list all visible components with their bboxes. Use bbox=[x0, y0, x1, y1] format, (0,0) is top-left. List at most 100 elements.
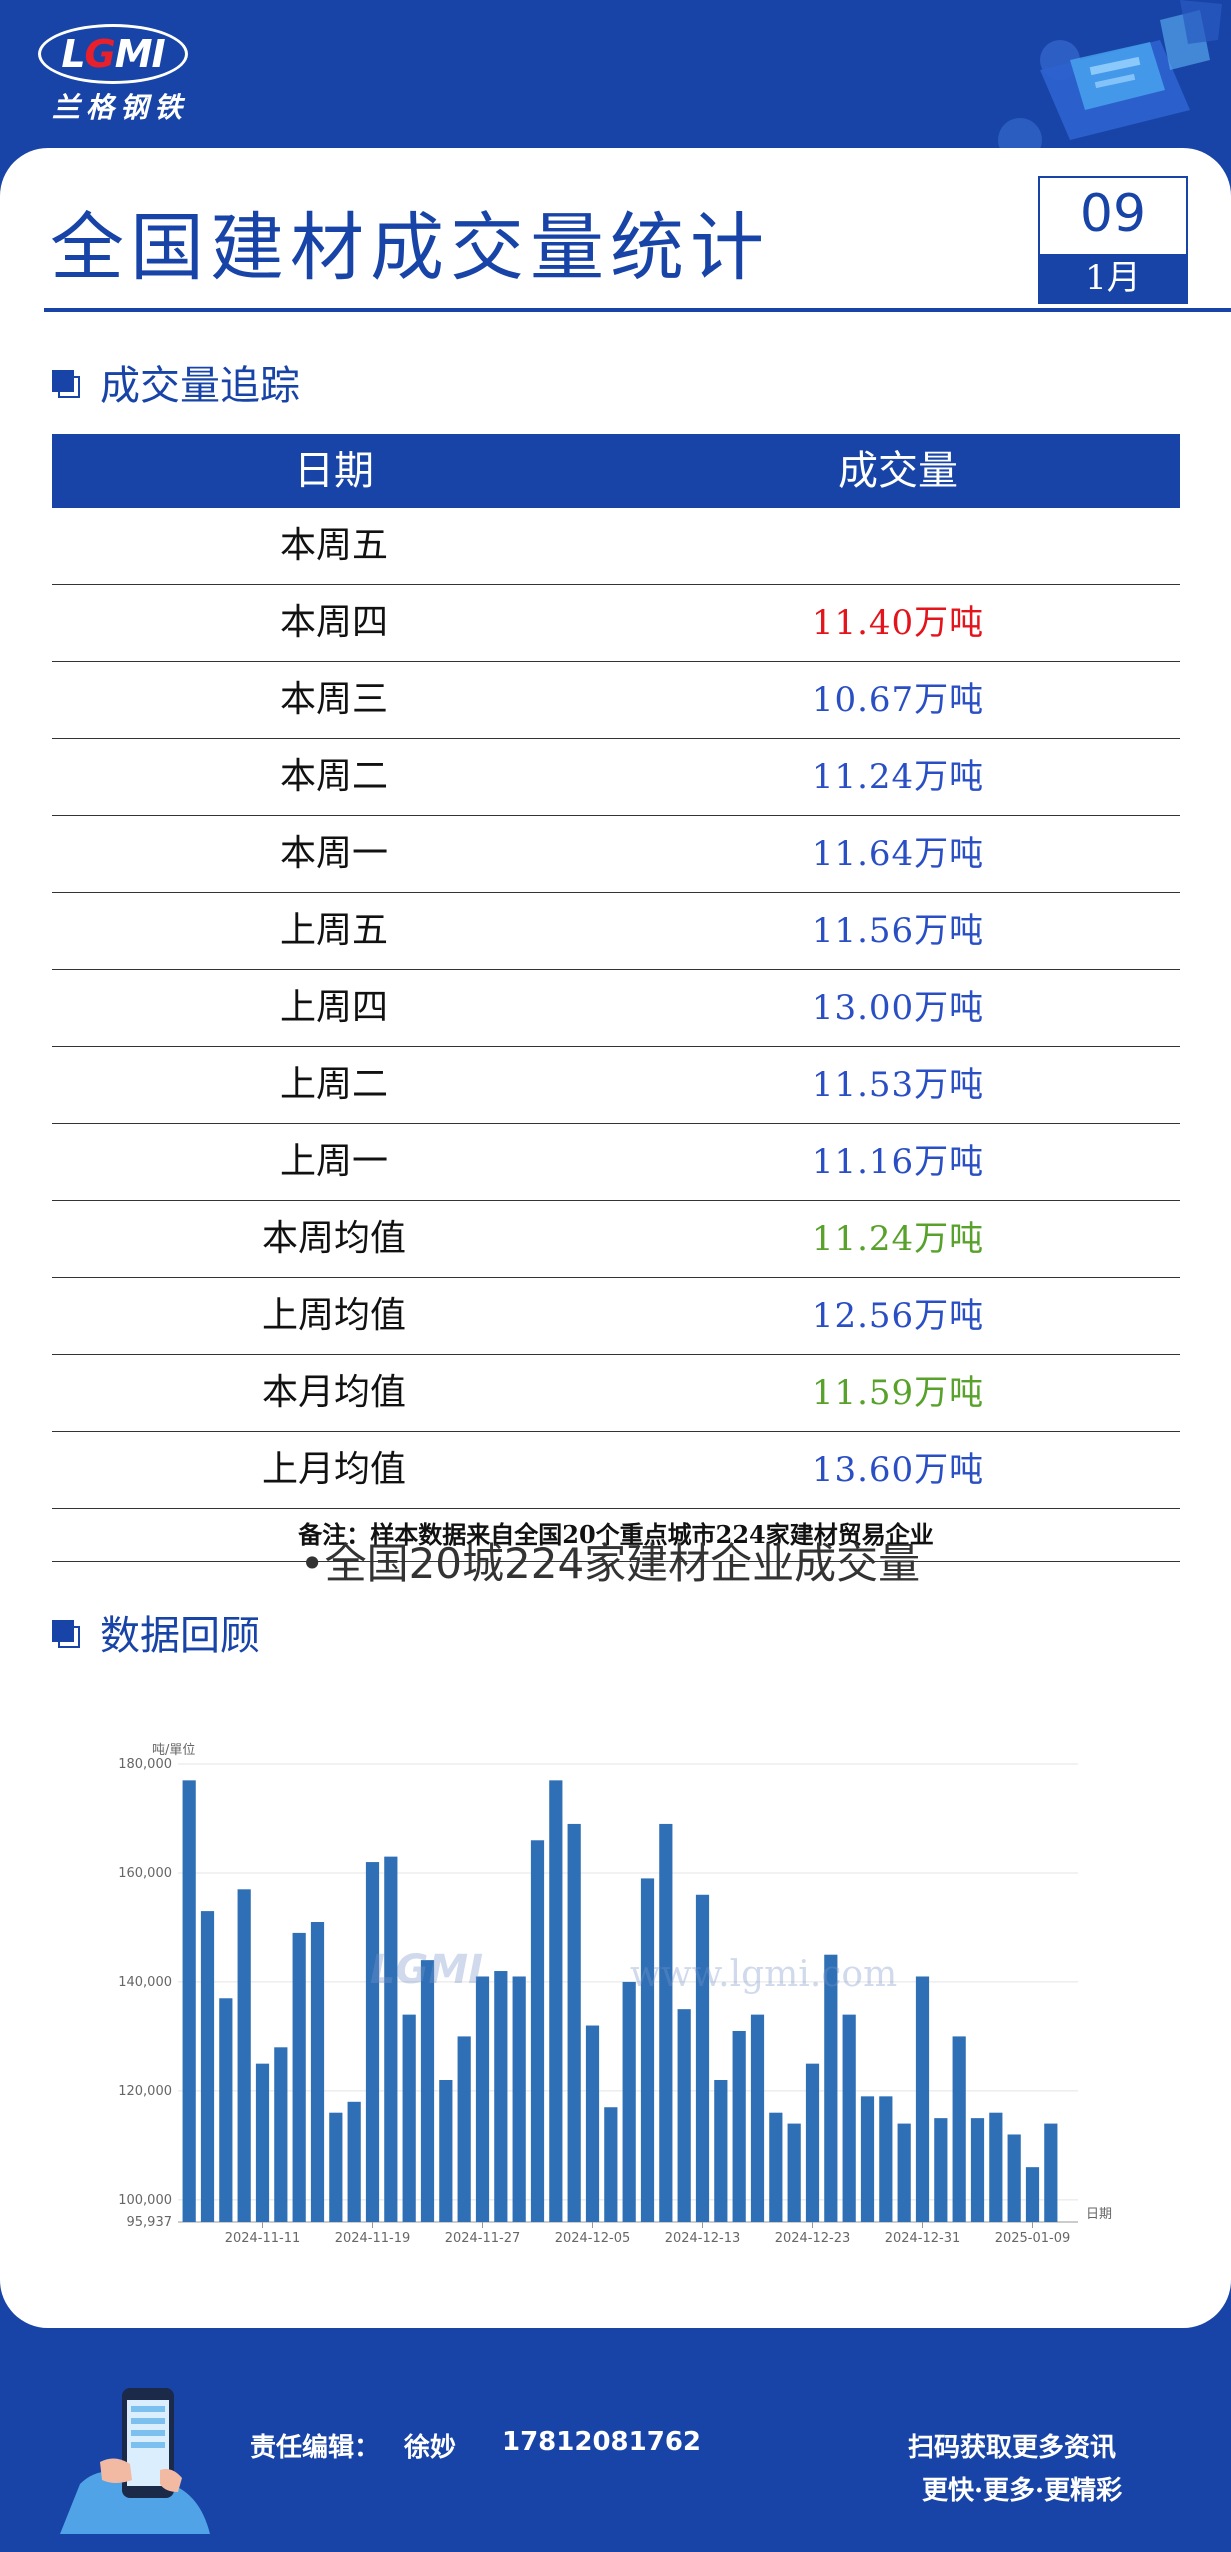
chart-bar bbox=[879, 2096, 893, 2222]
x-tick-label: 2024-12-23 bbox=[775, 2231, 851, 2246]
table-row: 上月均值 13.60万吨 bbox=[52, 1432, 1180, 1509]
chart-bar bbox=[200, 1911, 215, 2222]
editor-phone: 17812081762 bbox=[502, 2427, 701, 2457]
row-volume-value: 12.56万吨 bbox=[811, 1296, 985, 1336]
editor-label: 责任编辑： bbox=[250, 2433, 381, 2463]
chart-bar bbox=[530, 1840, 545, 2222]
chart-bar bbox=[549, 1780, 563, 2222]
qr-slogan: 更快·更多·更精彩 bbox=[922, 2476, 1123, 2506]
column-header-date: 日期 bbox=[294, 448, 374, 494]
row-volume-value: 11.16万吨 bbox=[811, 1142, 985, 1182]
volume-table: 日期 成交量 本周五 本周四 11.40万吨 本周三 10.67万吨 本周二 11.24万吨… bbox=[52, 434, 1180, 1562]
watermark-logo: LGMI bbox=[370, 1947, 484, 1993]
row-volume-value: 11.53万吨 bbox=[811, 1065, 985, 1105]
tech-decoration-illustration bbox=[998, 0, 1222, 162]
date-badge: 09 1月 bbox=[1038, 176, 1188, 304]
chart-bar bbox=[1007, 2134, 1021, 2222]
chart-bar bbox=[347, 2101, 361, 2222]
row-volume-value: 11.24万吨 bbox=[811, 757, 985, 797]
x-tick-label: 2024-11-11 bbox=[225, 2231, 301, 2246]
row-date-label: 上周均值 bbox=[261, 1295, 406, 1336]
logo-chinese-name: 兰格钢铁 bbox=[51, 91, 188, 124]
table-note: 备注：样本数据来自全国20个重点城市224家建材贸易企业 bbox=[52, 1509, 1180, 1562]
chart-bar bbox=[750, 2014, 765, 2222]
chart-bar bbox=[439, 2080, 453, 2222]
chart-bar bbox=[402, 2014, 416, 2222]
row-date-label: 本周五 bbox=[279, 525, 388, 566]
chart-bar bbox=[512, 1976, 526, 2222]
chart-bar bbox=[897, 2123, 911, 2222]
chart-bar bbox=[842, 2014, 856, 2222]
row-date-label: 上周四 bbox=[279, 987, 388, 1028]
chart-bar bbox=[677, 2009, 691, 2222]
watermark-url: www.lgmi.com bbox=[630, 1954, 898, 1995]
footer: 责任编辑： 徐妙 17812081762 扫码获取更多资讯 更快·更多·更精彩 bbox=[0, 2328, 1231, 2552]
table-row: 本周一 11.64万吨 bbox=[52, 816, 1180, 893]
table-row: 本周二 11.24万吨 bbox=[52, 739, 1180, 816]
chart-bar bbox=[237, 1889, 251, 2222]
chart-bar bbox=[989, 2112, 1003, 2222]
chart-bar bbox=[952, 2036, 966, 2222]
chart-bar bbox=[695, 1894, 710, 2222]
row-date-label: 本周三 bbox=[279, 679, 388, 720]
row-date-label: 上周二 bbox=[279, 1064, 388, 1105]
section-label: 成交量追踪 bbox=[100, 363, 300, 409]
logo-wordmark: LGMI bbox=[61, 32, 165, 76]
chart-bar bbox=[219, 1998, 233, 2222]
table-row: 上周一 11.16万吨 bbox=[52, 1124, 1180, 1201]
row-volume-value: 13.00万吨 bbox=[811, 988, 985, 1028]
table-row: 上周均值 12.56万吨 bbox=[52, 1278, 1180, 1355]
x-tick-label: 2024-12-05 bbox=[555, 2231, 631, 2246]
row-date-label: 本月均值 bbox=[261, 1372, 406, 1413]
y-tick-label: 140,000 bbox=[118, 1975, 172, 1990]
chart-bar bbox=[182, 1780, 196, 2222]
chart-bar bbox=[585, 2025, 600, 2222]
volume-bar-chart: 180,000 160,000 140,000 120,000 100,000 95,93… bbox=[100, 1530, 1120, 2250]
chart-bar bbox=[475, 1976, 490, 2222]
row-date-label: 上月均值 bbox=[261, 1449, 406, 1490]
table-row: 本周均值 11.24万吨 bbox=[52, 1201, 1180, 1278]
lgmi-logo: LGMI 兰格钢铁 bbox=[38, 24, 190, 124]
chart-bar bbox=[860, 2096, 875, 2222]
phone-in-hand-icon bbox=[60, 2388, 210, 2534]
table-row: 本周四 11.40万吨 bbox=[52, 585, 1180, 662]
chart-bar bbox=[310, 1922, 325, 2222]
row-date-label: 本周一 bbox=[279, 833, 388, 874]
chart-bar bbox=[1044, 2123, 1058, 2222]
row-volume-value: 11.56万吨 bbox=[811, 911, 985, 951]
chart-bar bbox=[494, 1971, 508, 2222]
page-title: 全国建材成交量统计 bbox=[50, 205, 770, 291]
chart-bar bbox=[384, 1856, 398, 2222]
chart-bar bbox=[255, 2063, 270, 2222]
chart-bar bbox=[787, 2123, 801, 2222]
chart-bar bbox=[659, 1823, 673, 2222]
editor-name: 徐妙 bbox=[404, 2433, 457, 2463]
row-date-label: 本周均值 bbox=[261, 1218, 406, 1259]
table-header: 日期 成交量 bbox=[52, 434, 1180, 508]
chart-bar bbox=[1025, 2167, 1040, 2222]
x-tick-label: 2024-11-19 bbox=[335, 2231, 411, 2246]
content-card: 全国建材成交量统计 09 1月 成交量追踪 日期 成交量 本周五本周四 11.40… bbox=[0, 148, 1231, 2328]
chart-bar bbox=[769, 2112, 783, 2222]
title-divider bbox=[44, 308, 1231, 312]
y-tick-label: 100,000 bbox=[118, 2193, 172, 2208]
row-volume-value: 11.64万吨 bbox=[811, 834, 985, 874]
x-tick-label: 2024-12-31 bbox=[885, 2231, 961, 2246]
row-volume-value: 11.40万吨 bbox=[811, 603, 985, 643]
section-square-icon bbox=[52, 1620, 80, 1648]
chart-bar bbox=[292, 1932, 306, 2222]
date-day: 09 bbox=[1079, 184, 1147, 244]
logo-ring bbox=[38, 24, 188, 84]
row-date-label: 上周五 bbox=[279, 910, 388, 951]
chart-bar bbox=[604, 2107, 618, 2222]
x-axis-label: 日期 bbox=[1086, 2207, 1112, 2222]
y-tick-label: 95,937 bbox=[127, 2215, 173, 2230]
chart-bar bbox=[640, 1878, 655, 2222]
chart-bar bbox=[970, 2118, 985, 2222]
chart-bar bbox=[329, 2112, 343, 2222]
row-volume-value bbox=[616, 508, 1180, 584]
section-label: 数据回顾 bbox=[100, 1613, 260, 1659]
chart-bar bbox=[567, 1823, 581, 2222]
date-month: 1月 bbox=[1040, 254, 1186, 302]
chart-bar bbox=[622, 1981, 636, 2222]
